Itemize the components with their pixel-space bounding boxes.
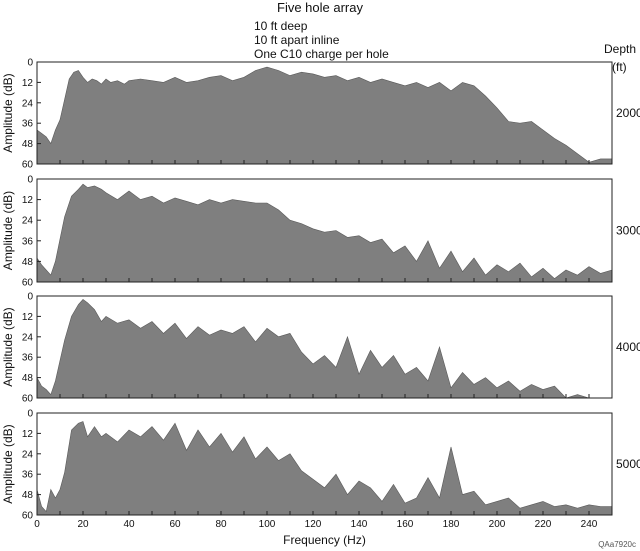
y-tick-label: 0 xyxy=(27,58,33,69)
y-tick-label: 36 xyxy=(22,470,34,481)
y-tick-label: 60 xyxy=(22,511,34,522)
y-tick-label: 12 xyxy=(22,429,34,440)
panel-frame-4000 xyxy=(36,295,613,399)
y-tick-label: 60 xyxy=(22,160,34,171)
y-tick-label: 0 xyxy=(27,175,33,186)
y-tick-label: 12 xyxy=(22,78,34,89)
depth-header-unit: (ft) xyxy=(612,60,627,74)
y-axis-label: Amplitude (dB) xyxy=(1,307,15,386)
spectrum-area-4000 xyxy=(36,298,612,399)
y-tick-label: 48 xyxy=(22,257,34,268)
depth-label-5000: 5000 xyxy=(616,457,640,471)
y-tick-label: 36 xyxy=(22,353,34,364)
subtitle-line-2: 10 ft apart inline xyxy=(254,33,340,47)
x-tick-label: 120 xyxy=(305,519,322,530)
x-tick-label: 200 xyxy=(489,519,506,530)
x-tick-label: 40 xyxy=(123,519,135,530)
y-axis-label: Amplitude (dB) xyxy=(1,424,15,503)
x-axis-label: Frequency (Hz) xyxy=(283,533,366,547)
x-tick-label: 220 xyxy=(535,519,552,530)
y-tick-label: 24 xyxy=(22,332,34,343)
depth-header-label: Depth xyxy=(604,42,637,56)
spectrum-area-3000 xyxy=(36,183,613,283)
subtitle-line-1: 10 ft deep xyxy=(254,19,308,33)
depth-header: Depth (ft) xyxy=(604,40,636,76)
figure-code: QAa7920c xyxy=(598,540,636,549)
x-tick-label: 60 xyxy=(169,519,181,530)
y-tick-label: 48 xyxy=(22,373,34,384)
y-tick-label: 36 xyxy=(22,119,34,130)
subtitle-line-3: One C10 charge per hole xyxy=(254,47,389,61)
x-tick-label: 80 xyxy=(215,519,227,530)
x-tick-label: 0 xyxy=(34,519,40,530)
x-tick-label: 180 xyxy=(443,519,460,530)
y-tick-label: 24 xyxy=(22,98,34,109)
x-tick-label: 240 xyxy=(581,519,598,530)
panel-3000: 0 12 24 36 48 60 Amplitude (dB) 3000 xyxy=(1,175,640,289)
x-tick-label: 20 xyxy=(77,519,89,530)
y-tick-label: 12 xyxy=(22,195,34,206)
depth-label-3000: 3000 xyxy=(616,224,640,238)
panel-4000: 0 12 24 36 48 60 Amplitude (dB) 4000 xyxy=(1,292,640,405)
y-tick-label: 0 xyxy=(27,409,33,420)
y-tick-label: 0 xyxy=(27,292,33,303)
depth-label-4000: 4000 xyxy=(616,340,640,354)
y-tick-label: 48 xyxy=(22,139,34,150)
panel-2000: 0 12 24 36 48 60 Amplitude (dB) 2000 xyxy=(1,58,640,171)
panel-5000: 0 12 24 36 48 60 Amplitude (dB) 5000 xyxy=(1,409,640,522)
spectrum-area-2000 xyxy=(36,66,613,165)
y-tick-label: 36 xyxy=(22,236,34,247)
x-tick-label: 140 xyxy=(351,519,368,530)
y-tick-label: 60 xyxy=(22,394,34,405)
y-tick-label: 60 xyxy=(22,278,34,289)
y-tick-label: 24 xyxy=(22,216,34,227)
panel-frame-3000 xyxy=(36,178,613,283)
chart-title: Five hole array xyxy=(277,0,363,15)
panel-frame-2000 xyxy=(36,61,613,165)
x-tick-label: 100 xyxy=(259,519,276,530)
spectrum-area-5000 xyxy=(36,421,613,516)
y-tick-label: 12 xyxy=(22,312,34,323)
depth-label-2000: 2000 xyxy=(616,106,640,120)
y-tick-label: 48 xyxy=(22,490,34,501)
y-axis-label: Amplitude (dB) xyxy=(1,73,15,152)
y-tick-label: 24 xyxy=(22,449,34,460)
y-axis-label: Amplitude (dB) xyxy=(1,191,15,270)
panel-frame-5000 xyxy=(36,412,613,516)
x-tick-label: 160 xyxy=(397,519,414,530)
